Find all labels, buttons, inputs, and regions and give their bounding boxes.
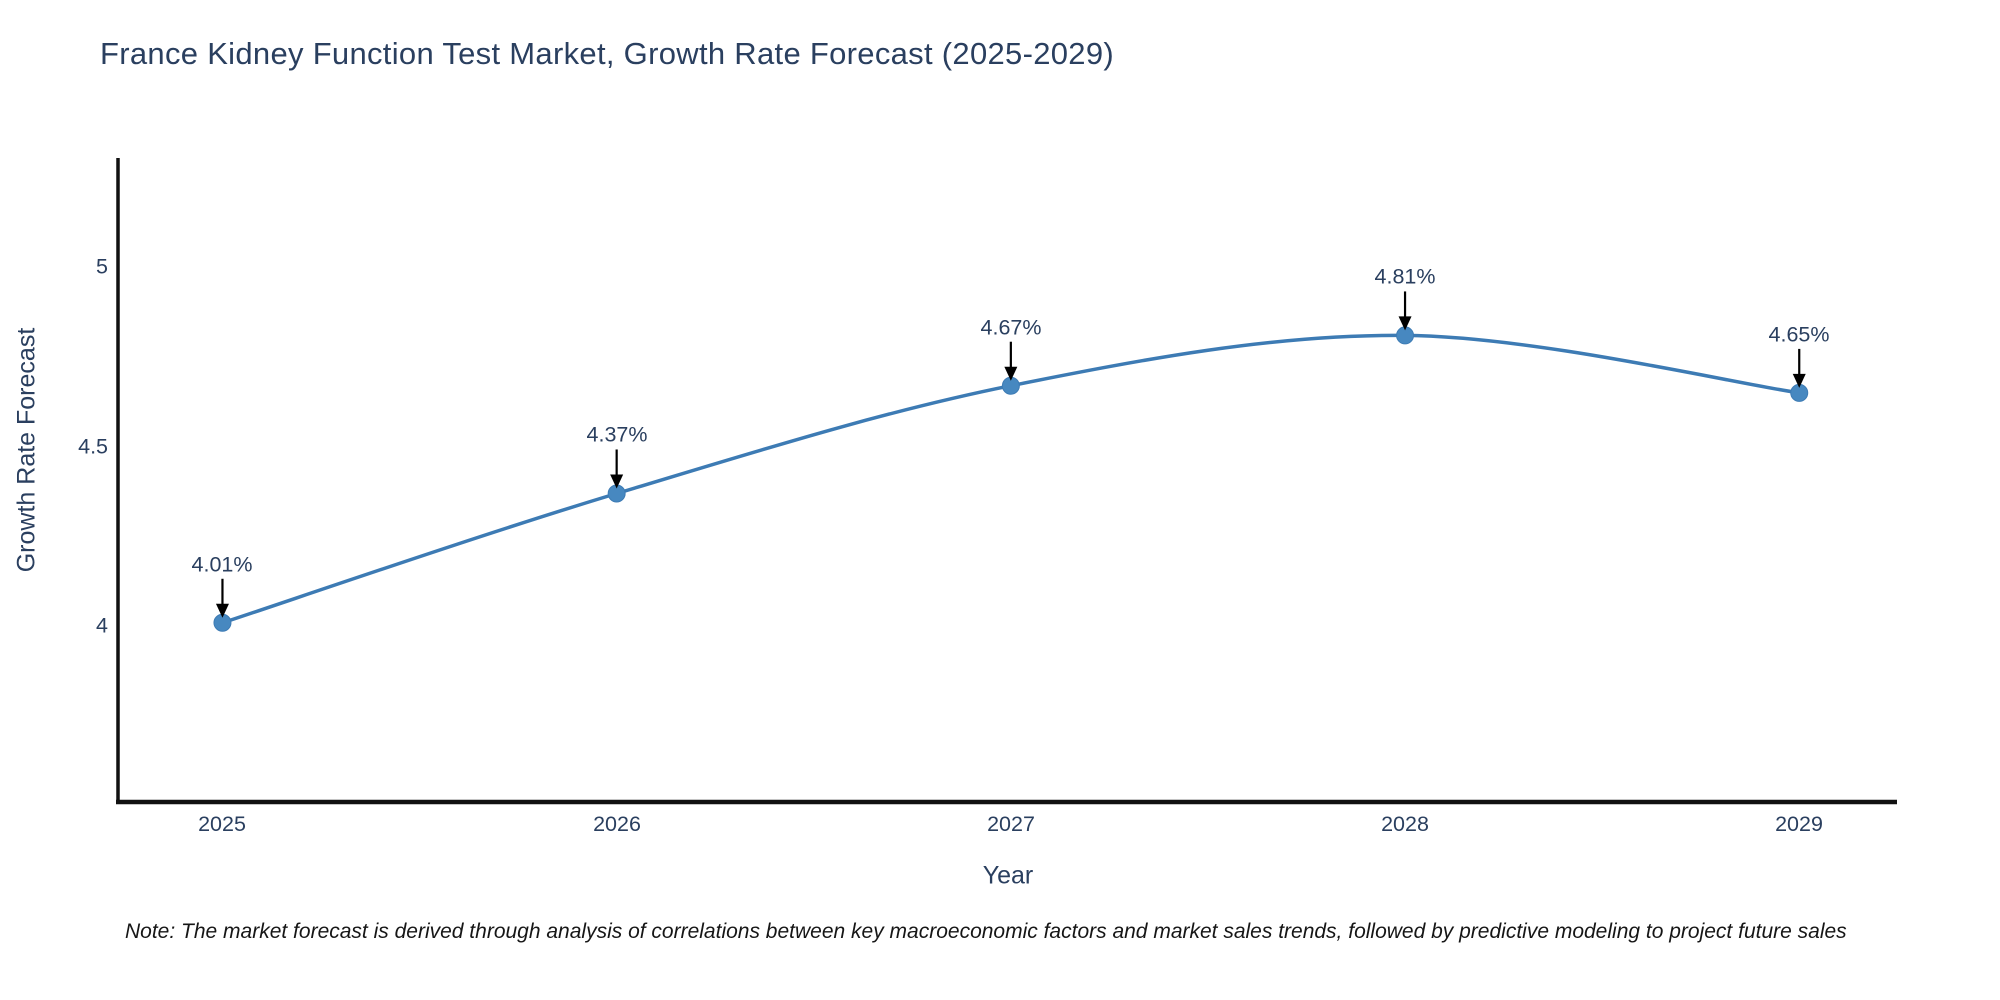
- annotation-arrow-head-icon: [1004, 366, 1018, 381]
- annotation-label-2025: 4.01%: [191, 552, 253, 577]
- x-tick-label-2025: 2025: [198, 812, 246, 836]
- annotation-arrow-head-icon: [610, 474, 624, 489]
- annotation-label-2029: 4.65%: [1768, 322, 1830, 347]
- annotation-arrow-head-icon: [1398, 316, 1412, 331]
- x-axis-title: Year: [982, 861, 1034, 890]
- y-tick-label-4: 4: [96, 613, 108, 638]
- x-tick-label-2029: 2029: [1775, 812, 1823, 836]
- annotation-label-2028: 4.81%: [1374, 264, 1436, 289]
- x-tick-label-2027: 2027: [987, 812, 1035, 836]
- chart-title: France Kidney Function Test Market, Grow…: [100, 36, 1115, 71]
- footnote: Note: The market forecast is derived thr…: [125, 920, 1847, 943]
- x-tick-label-2026: 2026: [593, 812, 641, 836]
- annotation-label-2027: 4.67%: [980, 315, 1042, 340]
- y-tick-label-5: 5: [96, 254, 108, 279]
- y-tick-label-4.5: 4.5: [78, 434, 108, 459]
- annotation-arrow-head-icon: [1792, 373, 1806, 388]
- annotation-arrow-head-icon: [215, 603, 229, 618]
- annotation-label-2026: 4.37%: [586, 422, 648, 447]
- x-tick-label-2028: 2028: [1381, 812, 1429, 836]
- y-axis-title: Growth Rate Forecast: [12, 327, 41, 573]
